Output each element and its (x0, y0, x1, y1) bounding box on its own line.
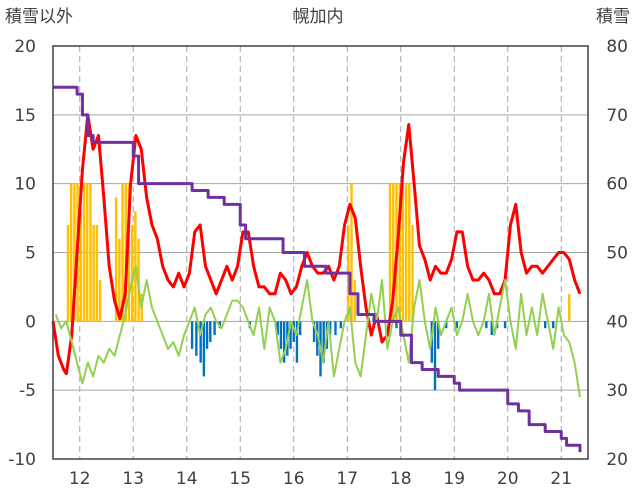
bar (411, 224, 414, 322)
bars-layer (66, 183, 571, 391)
bar (205, 321, 209, 349)
bar (95, 224, 99, 322)
right-tick-label: 60 (606, 175, 628, 195)
bar (295, 321, 299, 363)
bar (543, 321, 547, 329)
left-axis-label: 積雪以外 (5, 7, 73, 27)
bar (279, 321, 283, 349)
left-tick-label: 15 (14, 106, 36, 126)
bar (490, 321, 493, 336)
x-tick-label: 12 (69, 469, 91, 489)
x-tick-label: 20 (497, 469, 519, 489)
x-tick-label: 13 (122, 469, 144, 489)
bar (190, 321, 194, 349)
bar (276, 321, 279, 336)
right-tick-label: 80 (606, 37, 628, 57)
chart-title: 幌加内 (293, 7, 344, 27)
bar (503, 321, 507, 329)
left-tick-label: -5 (19, 381, 36, 401)
green_line-series (54, 265, 581, 398)
bar (322, 321, 325, 363)
bar (92, 224, 95, 322)
left-tick-label: 0 (25, 312, 36, 332)
bar (114, 197, 118, 322)
bar (404, 183, 408, 322)
bar (350, 183, 353, 322)
bar (552, 321, 555, 329)
x-tick-label: 15 (229, 469, 251, 489)
bar (334, 321, 337, 336)
bar (316, 321, 319, 356)
bar (292, 321, 295, 342)
bar (388, 183, 392, 322)
x-tick-label: 14 (176, 469, 198, 489)
right-tick-label: 70 (606, 106, 628, 126)
left-tick-label: 20 (14, 37, 36, 57)
bar (118, 238, 121, 322)
left-tick-label: 10 (14, 175, 36, 195)
bar (195, 321, 198, 356)
right-tick-label: 40 (606, 312, 628, 332)
x-tick-label: 16 (283, 469, 305, 489)
bar (79, 211, 83, 322)
bar (312, 321, 316, 342)
bar (289, 321, 292, 349)
bar (213, 321, 216, 336)
bar (130, 224, 134, 322)
bar (485, 321, 488, 329)
x-tick-label: 21 (550, 469, 572, 489)
bar (398, 183, 401, 322)
bar (433, 321, 437, 391)
lines-layer (51, 85, 582, 453)
x-tick-label: 18 (390, 469, 412, 489)
bar (408, 183, 411, 322)
bar (89, 183, 92, 322)
right-tick-label: 30 (606, 381, 628, 401)
bar (66, 224, 70, 322)
left-tick-label: -10 (8, 450, 36, 470)
bar (199, 321, 202, 363)
bar (69, 183, 73, 322)
bar (353, 280, 356, 322)
right-tick-label: 50 (606, 244, 628, 264)
bar (568, 293, 571, 322)
x-tick-label: 17 (336, 469, 358, 489)
snow_depth_line-series (53, 85, 582, 453)
bar (82, 183, 86, 322)
bar (127, 183, 131, 322)
bar (298, 321, 302, 336)
bar (282, 321, 286, 363)
right-tick-label: 20 (606, 450, 628, 470)
bar (98, 280, 102, 322)
bar (436, 321, 440, 349)
bar (392, 183, 395, 322)
bar (401, 183, 405, 322)
temperature_line-series (51, 113, 582, 376)
plot-frame (52, 45, 589, 460)
bar (455, 321, 459, 329)
bar (209, 321, 212, 342)
bar (202, 321, 206, 377)
bar (73, 183, 76, 322)
right-axis-label: 積雪 (596, 7, 630, 27)
bar (339, 321, 343, 329)
bar (121, 183, 124, 322)
bar (395, 321, 398, 329)
left-tick-label: 5 (25, 244, 36, 264)
bar (86, 183, 89, 322)
x-tick-label: 19 (443, 469, 465, 489)
bar (445, 321, 448, 329)
